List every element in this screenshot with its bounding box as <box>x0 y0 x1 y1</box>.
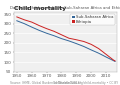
Text: Declining child mortality in Sub-Saharan Africa and Ethiopia since 1950: Declining child mortality in Sub-Saharan… <box>10 6 120 10</box>
Text: Source: IHME, Global Burden of Disease (2016): Source: IHME, Global Burden of Disease (… <box>10 81 81 85</box>
Legend: Sub-Saharan Africa, Ethiopia: Sub-Saharan Africa, Ethiopia <box>70 14 115 25</box>
Text: Child mortality: Child mortality <box>14 6 66 11</box>
Text: OurWorldInData.org/child-mortality • CC BY: OurWorldInData.org/child-mortality • CC … <box>53 81 118 85</box>
